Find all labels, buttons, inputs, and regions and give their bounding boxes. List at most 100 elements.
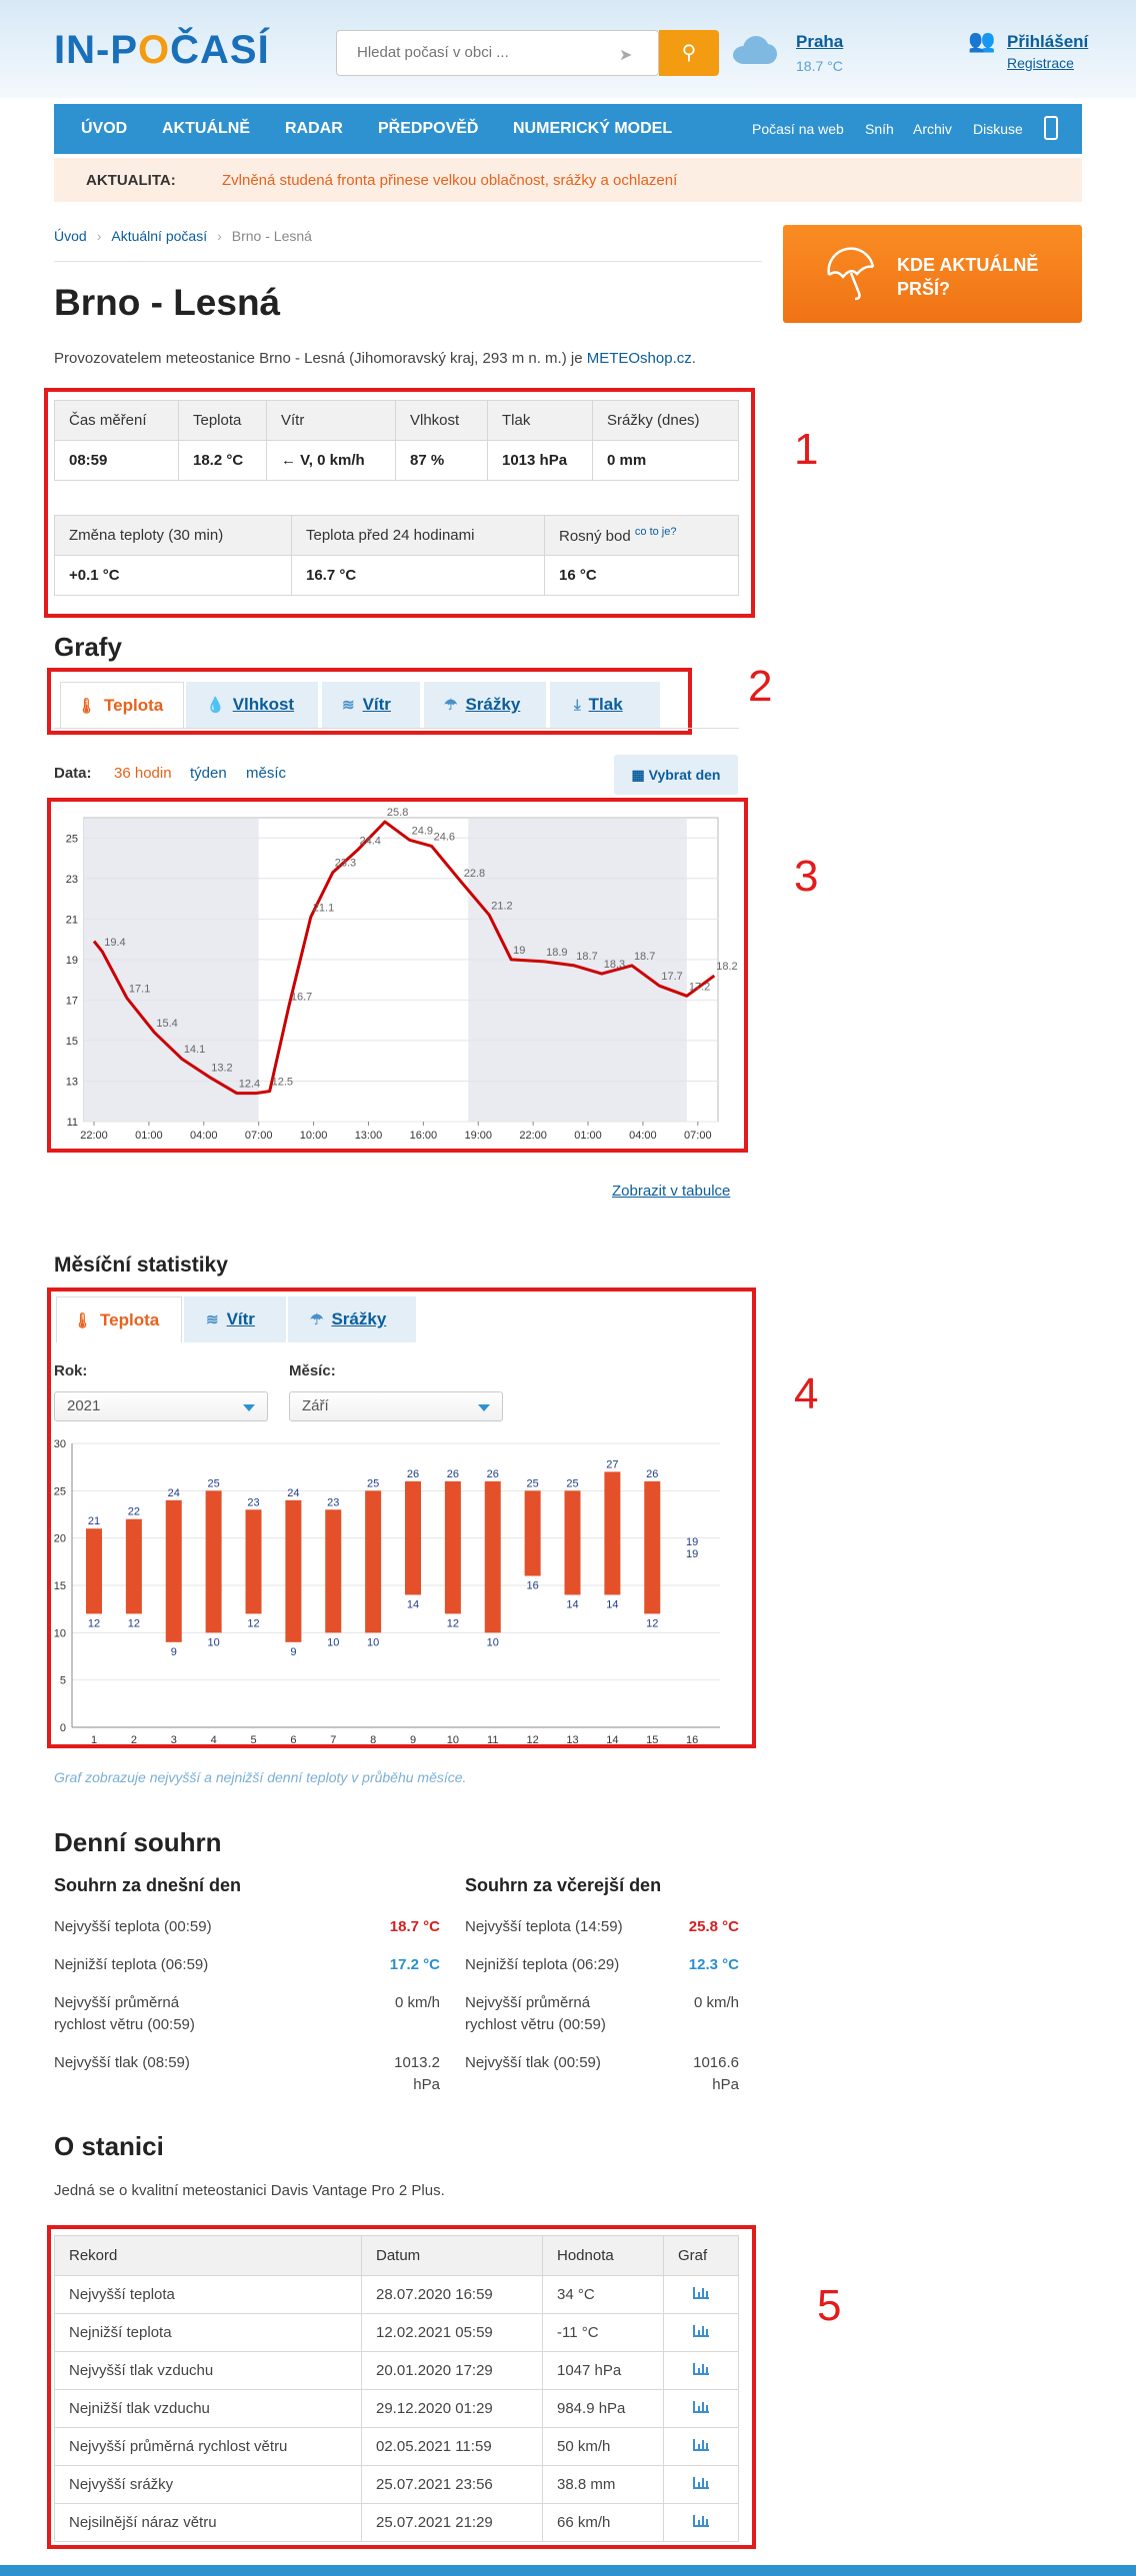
data-label: 13.2 — [211, 1062, 232, 1074]
annotation-number-2: 2 — [748, 662, 773, 711]
year-select[interactable]: 2021 — [54, 1391, 268, 1421]
summary-row: Nejvyšší tlak (08:59) 1013.2 hPa — [54, 2054, 440, 2093]
max-label: 23 — [327, 1496, 339, 1508]
breadcrumb: Úvod › Aktuální počasí › Brno - Lesná — [54, 228, 312, 244]
annotation-box-1 — [44, 388, 755, 618]
x-tick-label: 3 — [171, 1734, 177, 1745]
search-button[interactable]: ⚲ — [659, 30, 719, 76]
min-label: 10 — [327, 1636, 339, 1648]
summary-title: Denní souhrn — [54, 1827, 222, 1857]
nav-item-numericky-model[interactable]: NUMERICKÝ MODEL — [513, 120, 673, 137]
max-label: 24 — [168, 1487, 180, 1499]
bar-chart-icon[interactable] — [693, 2363, 709, 2375]
y-tick-label: 19 — [66, 955, 78, 967]
nav-item-uvod[interactable]: ÚVOD — [81, 120, 128, 137]
record-value: 984.9 hPa — [542, 2389, 664, 2428]
breadcrumb-uvod[interactable]: Úvod — [54, 228, 87, 244]
thermometer-icon: 🌡 — [77, 698, 97, 715]
tab-tlak[interactable]: ⤓ Tlak — [550, 682, 660, 728]
value-teplota-24h: 16.7 °C — [291, 555, 545, 596]
temperature-range-bar — [285, 1499, 302, 1642]
record-name: Nejsilnější náraz větru — [54, 2503, 362, 2542]
nav-item-predpoved[interactable]: PŘEDPOVĚĎ — [378, 120, 479, 137]
value-tlak: 1013 hPa — [487, 440, 593, 481]
temperature-range-bar — [325, 1509, 342, 1633]
tab-vlhkost[interactable]: 💧 Vlhkost — [186, 682, 318, 728]
x-tick-label: 11 — [487, 1734, 498, 1745]
max-label: 22 — [128, 1506, 140, 1518]
stats-tab-teplota[interactable]: 🌡 Teplota — [56, 1296, 182, 1342]
range-36h[interactable]: 36 hodin — [114, 765, 172, 782]
bar-chart-icon[interactable] — [693, 2325, 709, 2337]
y-tick-label: 13 — [66, 1076, 78, 1088]
register-link[interactable]: Registrace — [1007, 55, 1074, 71]
value-srazky: 0 mm — [592, 440, 739, 481]
x-tick-label: 19:00 — [464, 1130, 492, 1142]
bar-chart-icon[interactable] — [693, 2287, 709, 2299]
cloud-icon — [733, 36, 777, 64]
summary-today-title: Souhrn za dnešní den — [54, 1875, 242, 1895]
dew-point-help-link[interactable]: co to je? — [634, 526, 677, 538]
record-date: 25.07.2021 21:29 — [361, 2503, 543, 2542]
nav-item-snih[interactable]: Sníh — [865, 121, 894, 137]
bar-chart-icon[interactable] — [693, 2515, 709, 2527]
bar-chart-icon[interactable] — [693, 2439, 709, 2451]
x-tick-label: 13:00 — [355, 1130, 383, 1142]
record-date: 20.01.2020 17:29 — [361, 2351, 543, 2390]
y-tick-label: 21 — [66, 914, 78, 926]
breadcrumb-aktualni-pocasi[interactable]: Aktuální počasí — [111, 228, 208, 244]
tab-teplota[interactable]: 🌡 Teplota — [60, 682, 184, 728]
login-link[interactable]: Přihlášení — [1007, 32, 1089, 51]
current-city-link[interactable]: Praha — [796, 32, 844, 51]
max-label: 27 — [606, 1458, 618, 1470]
stats-tab-vitr[interactable]: ≋ Vítr — [184, 1296, 286, 1342]
data-label: 14.1 — [184, 1044, 205, 1056]
station-records-table: Rekord Datum Hodnota Graf Nejvyšší teplo… — [54, 2235, 739, 2542]
location-arrow-icon[interactable]: ➤ — [619, 47, 633, 64]
record-graph-cell — [663, 2427, 739, 2466]
show-table-link[interactable]: Zobrazit v tabulce — [612, 1183, 731, 1200]
range-mesic[interactable]: měsíc — [246, 765, 287, 782]
month-select[interactable]: Září — [289, 1391, 503, 1421]
bar-chart-icon[interactable] — [693, 2477, 709, 2489]
nav-item-pocasi-na-web[interactable]: Počasí na web — [752, 121, 844, 137]
mobile-icon[interactable] — [1044, 116, 1058, 140]
nav-item-diskuse[interactable]: Diskuse — [973, 121, 1023, 137]
x-tick-label: 22:00 — [80, 1130, 108, 1142]
x-tick-label: 15 — [646, 1734, 658, 1745]
min-label: 10 — [208, 1636, 220, 1648]
operator-link[interactable]: METEOshop.cz — [586, 350, 692, 367]
y-tick-label: 25 — [66, 833, 78, 845]
annotation-number-4: 4 — [794, 1369, 819, 1418]
data-label: 17.7 — [661, 971, 682, 983]
tab-vitr[interactable]: ≋ Vítr — [322, 682, 420, 728]
data-label: 18.3 — [604, 959, 625, 971]
summary-row: Nejvyšší teplota (00:59) 18.7 °C — [54, 1918, 440, 1935]
temperature-line-chart: 11 13 15 17 19 21 23 25 22:00 01:00 04:00 07:00 10:0… — [66, 807, 738, 1142]
data-label: 15.4 — [156, 1018, 177, 1030]
max-label: 25 — [367, 1477, 379, 1489]
temperature-range-bar — [444, 1480, 461, 1614]
nav-item-archiv[interactable]: Archiv — [913, 121, 952, 137]
stats-caption: Graf zobrazuje nejvyšší a nejnižší denní… — [54, 1769, 467, 1785]
max-label: 25 — [208, 1477, 220, 1489]
alert-link[interactable]: Zvlněná studená fronta přinese velkou ob… — [222, 172, 678, 189]
temperature-range-bar — [564, 1490, 581, 1595]
value-vitr: ← V, 0 km/h — [266, 440, 396, 481]
nav-item-aktualne[interactable]: AKTUÁLNĚ — [162, 120, 250, 137]
rain-icon: ☂ — [310, 1311, 324, 1328]
record-name: Nejvyšší průměrná rychlost větru — [54, 2427, 362, 2466]
stats-tab-srazky[interactable]: ☂ Srážky — [288, 1296, 416, 1342]
where-raining-button[interactable]: KDE AKTUÁLNĚ PRŠÍ? — [783, 225, 1082, 323]
table-row: Nejvyšší teplota 28.07.2020 16:59 34 °C — [54, 2275, 739, 2314]
range-tyden[interactable]: týden — [190, 765, 227, 782]
min-label: 12 — [247, 1617, 259, 1629]
pick-day-button[interactable]: ▦ Vybrat den — [614, 755, 738, 795]
search-input[interactable] — [357, 44, 597, 61]
bar-chart-icon[interactable] — [693, 2401, 709, 2413]
umbrella-icon — [827, 247, 875, 301]
tab-srazky[interactable]: ☂ Srážky — [424, 682, 546, 728]
nav-item-radar[interactable]: RADAR — [285, 120, 343, 137]
site-logo[interactable]: IN-POČASÍ — [54, 28, 270, 72]
record-value: 66 km/h — [542, 2503, 664, 2542]
